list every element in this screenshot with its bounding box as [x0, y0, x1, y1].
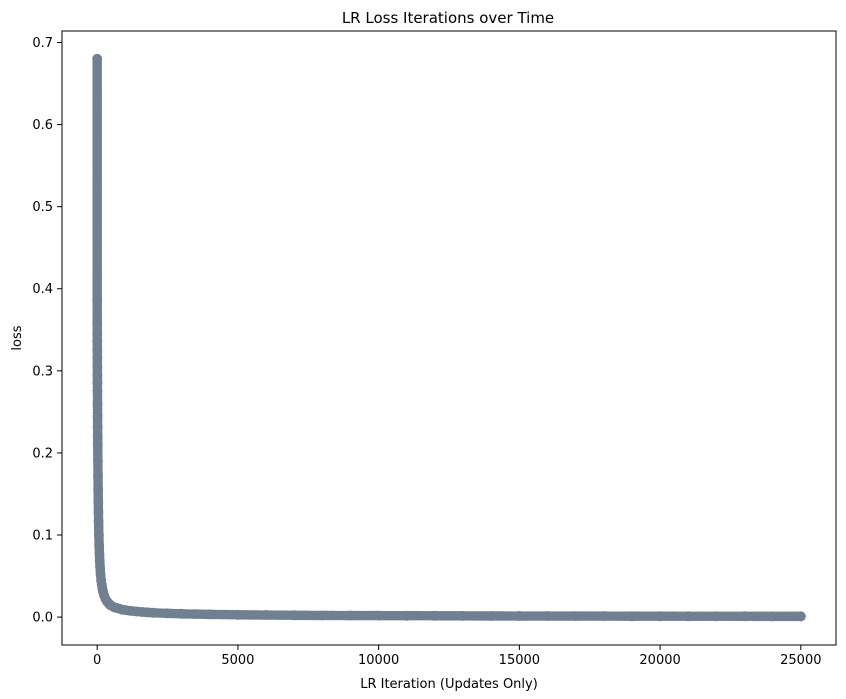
data-point — [429, 610, 440, 621]
data-point — [92, 439, 103, 450]
data-point — [92, 318, 103, 329]
data-point — [542, 611, 553, 622]
x-axis-label: LR Iteration (Updates Only) — [360, 677, 538, 692]
data-point — [93, 507, 104, 518]
data-point — [232, 609, 243, 620]
data-point — [92, 344, 103, 355]
chart-title: LR Loss Iterations over Time — [342, 9, 554, 27]
x-tick-label: 25000 — [780, 653, 821, 668]
y-tick-label: 0.6 — [32, 118, 53, 133]
data-point — [92, 421, 103, 432]
data-point — [345, 610, 356, 621]
data-point — [92, 385, 103, 396]
data-point — [92, 398, 103, 409]
data-point — [767, 611, 778, 622]
data-point — [401, 610, 412, 621]
data-point — [95, 561, 105, 572]
y-axis-label: loss — [10, 325, 25, 350]
y-tick-label: 0.4 — [32, 282, 53, 297]
y-tick-label: 0.7 — [32, 36, 53, 51]
y-tick-label: 0.1 — [32, 529, 53, 544]
data-point — [598, 611, 609, 622]
data-point — [92, 431, 103, 442]
data-point — [93, 484, 104, 495]
data-point — [92, 410, 103, 421]
data-point — [92, 352, 103, 363]
plot-area — [61, 30, 837, 646]
data-point — [711, 611, 722, 622]
y-tick-label: 0.2 — [32, 446, 53, 461]
data-point — [373, 610, 384, 621]
plot-frame — [61, 30, 837, 646]
data-point — [190, 609, 201, 620]
data-point — [92, 369, 103, 380]
data-point — [289, 610, 300, 621]
data-point — [514, 611, 525, 622]
data-point — [92, 361, 103, 372]
data-point — [176, 608, 187, 619]
y-axis: 0.0 0.1 0.2 0.3 0.4 0.5 0.6 0.7 — [32, 36, 62, 626]
data-point — [94, 540, 105, 551]
data-point — [148, 607, 159, 618]
data-point — [626, 611, 637, 622]
loss-series — [92, 53, 806, 622]
data-point — [261, 610, 272, 621]
data-point — [93, 497, 104, 508]
data-point — [92, 53, 103, 64]
series-layer — [92, 53, 806, 622]
data-point — [92, 336, 103, 347]
x-axis: 0 5000 10000 15000 20000 25000 — [93, 645, 821, 668]
data-point — [93, 470, 104, 481]
data-point — [162, 608, 173, 619]
data-point — [93, 530, 104, 541]
data-point — [317, 610, 328, 621]
data-point — [486, 610, 497, 621]
y-tick-label: 0.3 — [32, 364, 53, 379]
data-point — [92, 378, 103, 389]
x-tick-label: 5000 — [221, 653, 254, 668]
data-point — [204, 609, 215, 620]
x-tick-label: 15000 — [499, 653, 540, 668]
x-tick-label: 20000 — [639, 653, 680, 668]
data-point — [655, 611, 666, 622]
x-tick-label: 10000 — [358, 653, 399, 668]
y-tick-label: 0.5 — [32, 200, 53, 215]
x-tick-label: 0 — [93, 653, 101, 668]
data-point — [92, 328, 103, 339]
data-point — [795, 611, 806, 622]
data-point — [683, 611, 694, 622]
y-tick-label: 0.0 — [32, 611, 53, 626]
data-point — [739, 611, 750, 622]
data-point — [93, 516, 104, 527]
data-point — [92, 295, 103, 306]
data-point — [92, 456, 103, 467]
data-point — [458, 610, 469, 621]
data-point — [570, 611, 581, 622]
